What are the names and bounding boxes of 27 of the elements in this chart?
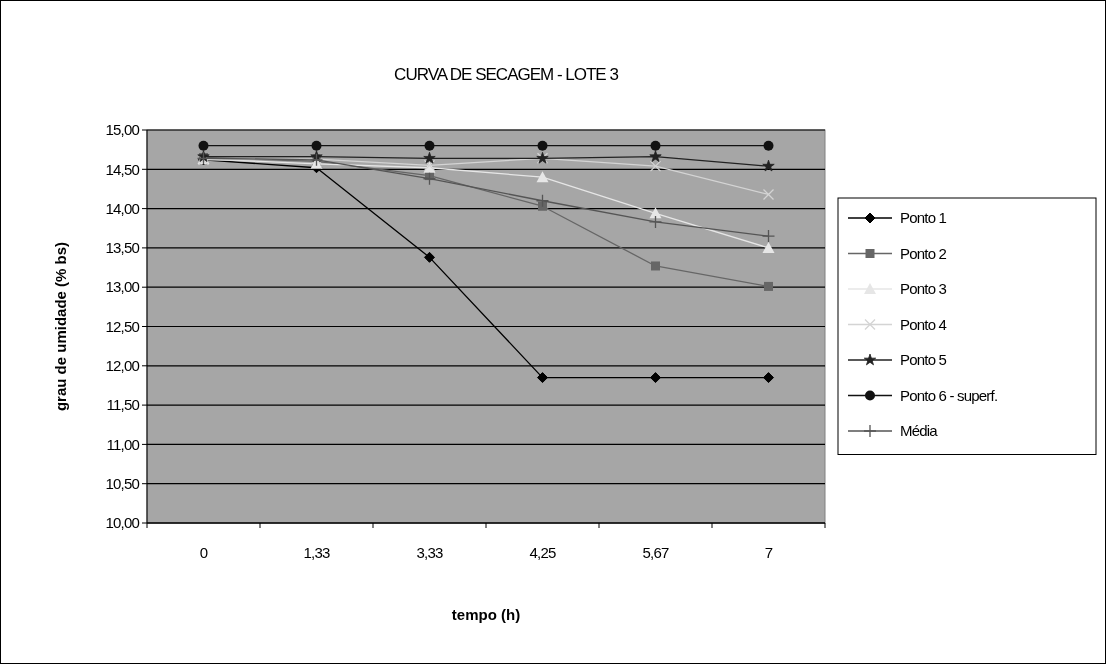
x-axis-title: tempo (h): [451, 606, 521, 623]
legend-label: Ponto 4: [900, 315, 947, 333]
chart-title: CURVA DE SECAGEM - LOTE 3: [394, 65, 619, 84]
y-tick-label: 14,50: [105, 160, 140, 178]
legend-label: Ponto 5: [900, 351, 947, 369]
x-tick-label: 3,33: [416, 544, 443, 561]
x-tick-label: 5,67: [642, 544, 669, 561]
legend-label: Ponto 3: [900, 280, 947, 298]
y-tick-label: 14,00: [105, 199, 140, 217]
x-tick-label: 4,25: [529, 544, 556, 561]
y-tick-label: 10,00: [105, 514, 140, 532]
x-tick-label: 0: [199, 544, 208, 561]
y-tick-label: 13,50: [105, 239, 140, 257]
x-tick-label: 7: [764, 544, 773, 561]
legend-label: Ponto 1: [900, 209, 947, 227]
y-tick-label: 12,00: [105, 357, 140, 375]
legend-label: Ponto 6 - superf.: [900, 386, 998, 404]
y-axis-title: grau de umidade (% bs): [52, 241, 69, 412]
y-tick-label: 15,00: [105, 121, 140, 139]
y-tick-label: 12,50: [105, 317, 140, 335]
legend-label: Ponto 2: [900, 244, 947, 262]
y-tick-label: 11,00: [106, 435, 140, 453]
y-tick-label: 11,50: [106, 396, 140, 414]
legend-label: Média: [900, 422, 939, 440]
y-tick-label: 10,50: [105, 474, 140, 492]
x-tick-label: 1,33: [303, 544, 330, 561]
y-tick-label: 13,00: [105, 278, 140, 296]
